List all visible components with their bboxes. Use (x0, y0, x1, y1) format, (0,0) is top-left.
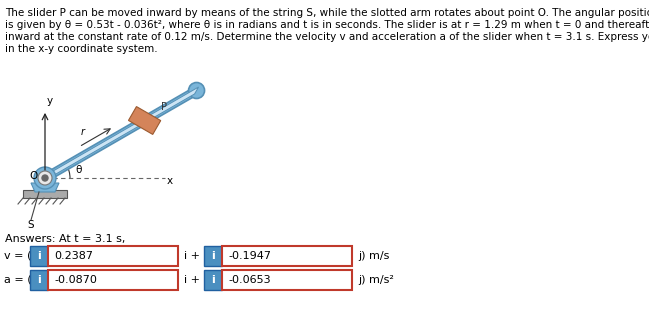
Text: -0.0653: -0.0653 (228, 275, 271, 285)
FancyBboxPatch shape (222, 270, 352, 290)
Text: i: i (37, 251, 41, 261)
Text: i +: i + (184, 251, 200, 261)
Text: The slider P can be moved inward by means of the string S, while the slotted arm: The slider P can be moved inward by mean… (5, 8, 649, 18)
Text: in the x-y coordinate system.: in the x-y coordinate system. (5, 44, 158, 54)
Text: O: O (29, 171, 37, 181)
Text: Answers: At t = 3.1 s,: Answers: At t = 3.1 s, (5, 234, 125, 244)
Text: j) m/s: j) m/s (358, 251, 389, 261)
Circle shape (38, 171, 52, 185)
FancyBboxPatch shape (222, 246, 352, 266)
Text: 0.2387: 0.2387 (54, 251, 93, 261)
Text: v = (: v = ( (4, 251, 31, 261)
Text: i: i (211, 251, 215, 261)
Text: inward at the constant rate of 0.12 m/s. Determine the velocity v and accelerati: inward at the constant rate of 0.12 m/s.… (5, 32, 649, 42)
Text: i +: i + (184, 275, 200, 285)
Circle shape (189, 82, 204, 98)
Polygon shape (129, 107, 161, 134)
Text: P: P (161, 101, 167, 112)
Polygon shape (41, 84, 201, 185)
FancyBboxPatch shape (204, 246, 222, 266)
Text: r: r (81, 127, 85, 137)
Text: is given by θ = 0.53t - 0.036t², where θ is in radians and t is in seconds. The : is given by θ = 0.53t - 0.036t², where θ… (5, 20, 649, 30)
Text: -0.0870: -0.0870 (54, 275, 97, 285)
Polygon shape (31, 183, 59, 192)
Text: θ: θ (75, 165, 82, 175)
Text: y: y (47, 96, 53, 106)
Text: S: S (27, 220, 34, 230)
FancyBboxPatch shape (48, 246, 178, 266)
FancyBboxPatch shape (30, 270, 48, 290)
FancyBboxPatch shape (48, 270, 178, 290)
Text: x: x (167, 176, 173, 186)
Text: a = (: a = ( (4, 275, 32, 285)
Text: i: i (211, 275, 215, 285)
FancyBboxPatch shape (30, 246, 48, 266)
Text: i: i (37, 275, 41, 285)
Text: -0.1947: -0.1947 (228, 251, 271, 261)
FancyBboxPatch shape (204, 270, 222, 290)
Bar (23, 190, 67, 198)
Circle shape (42, 175, 48, 181)
Text: j) m/s²: j) m/s² (358, 275, 394, 285)
Polygon shape (43, 87, 199, 181)
Circle shape (34, 167, 56, 189)
